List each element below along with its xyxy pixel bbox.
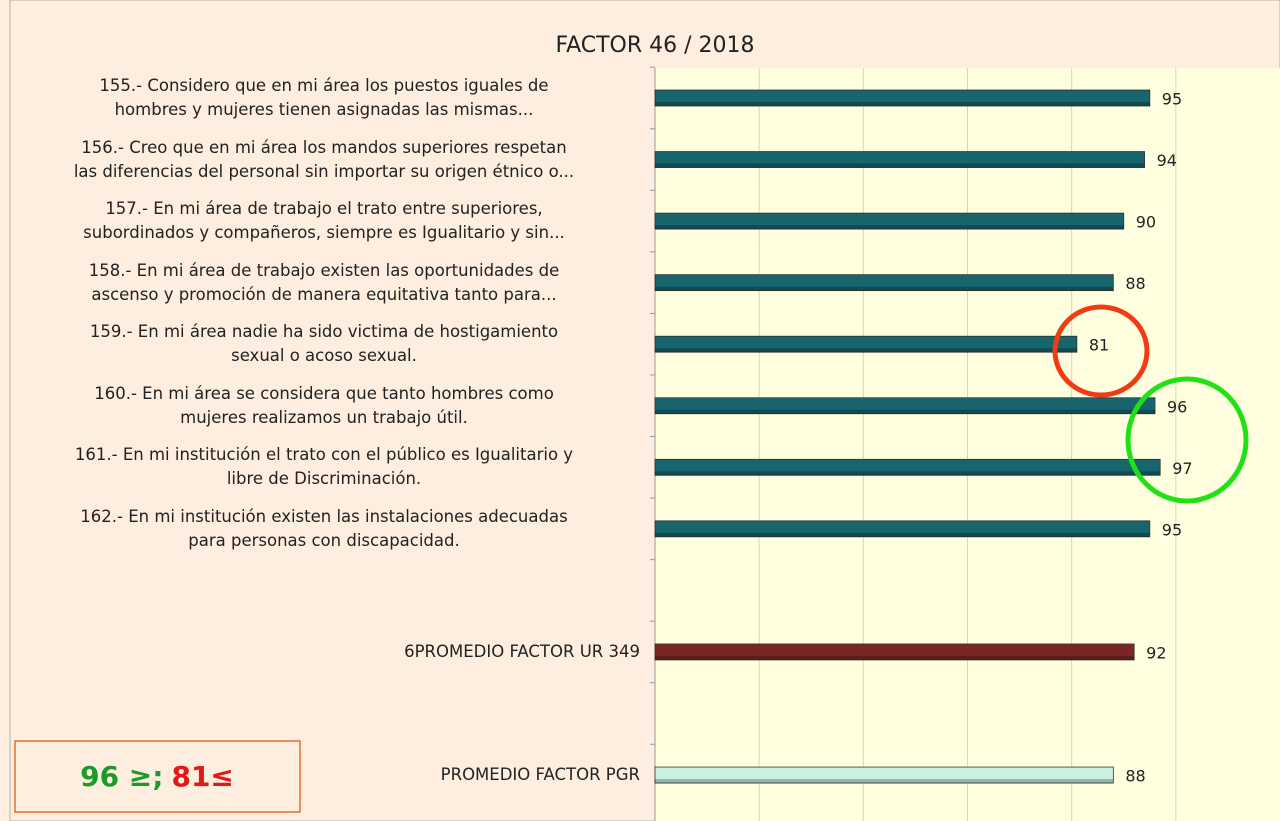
y-tick-label: 156.- Creo que en mi área los mandos sup… — [73, 137, 575, 181]
bar-shade — [655, 779, 1114, 784]
value-label: 81 — [1089, 336, 1109, 355]
value-label: 90 — [1136, 213, 1156, 232]
bar-shade — [655, 655, 1135, 660]
value-label: 97 — [1172, 459, 1192, 478]
bar — [654, 458, 1161, 476]
value-label: 88 — [1125, 274, 1145, 293]
low-label: 81≤ — [171, 760, 233, 793]
bar-shade — [655, 532, 1150, 537]
bar-shade — [655, 409, 1155, 414]
high-label: 96 ≥; — [80, 760, 163, 793]
value-label: 88 — [1125, 767, 1145, 786]
y-tick-label: 161.- En mi institución el trato con el … — [74, 445, 574, 489]
legend-box — [14, 740, 301, 813]
y-tick-label: 162.- En mi institución existen las inst… — [80, 506, 568, 550]
high-circle — [1125, 376, 1249, 504]
low-circle — [1052, 304, 1150, 398]
bar-shade — [655, 286, 1114, 291]
y-tick-label: 155.- Considero que en mi área los puest… — [99, 76, 549, 119]
bar — [654, 520, 1151, 538]
bar-shade — [655, 348, 1077, 353]
legend-text: 96 ≥; 81≤ — [80, 760, 234, 793]
bar — [654, 89, 1151, 107]
bar — [654, 274, 1114, 292]
y-tick-label: 160.- En mi área se considera que tanto … — [94, 383, 554, 427]
bar — [654, 335, 1078, 353]
value-label: 96 — [1167, 397, 1187, 416]
bar-shade — [655, 163, 1145, 168]
bar — [654, 397, 1156, 415]
y-tick-label: 6PROMEDIO FACTOR UR 349 — [404, 641, 640, 661]
value-label: 92 — [1146, 643, 1166, 662]
bar — [654, 766, 1114, 784]
bar-shade — [655, 102, 1150, 106]
y-tick-label: 159.- En mi área nadie ha sido victima d… — [89, 322, 559, 366]
chart-title: FACTOR 46 / 2018 — [555, 33, 754, 58]
y-tick-label: PROMEDIO FACTOR PGR — [440, 765, 640, 785]
value-label: 95 — [1162, 520, 1182, 539]
bar — [654, 151, 1145, 168]
bar — [654, 643, 1135, 661]
bar-shade — [655, 225, 1124, 230]
value-label: 94 — [1157, 151, 1177, 170]
y-tick-label: 158.- En mi área de trabajo existen las … — [88, 260, 560, 304]
bar-shade — [655, 471, 1161, 476]
bar — [654, 212, 1125, 230]
y-tick-label: 157.- En mi área de trabajo el trato ent… — [83, 199, 565, 243]
value-label: 95 — [1162, 90, 1182, 109]
